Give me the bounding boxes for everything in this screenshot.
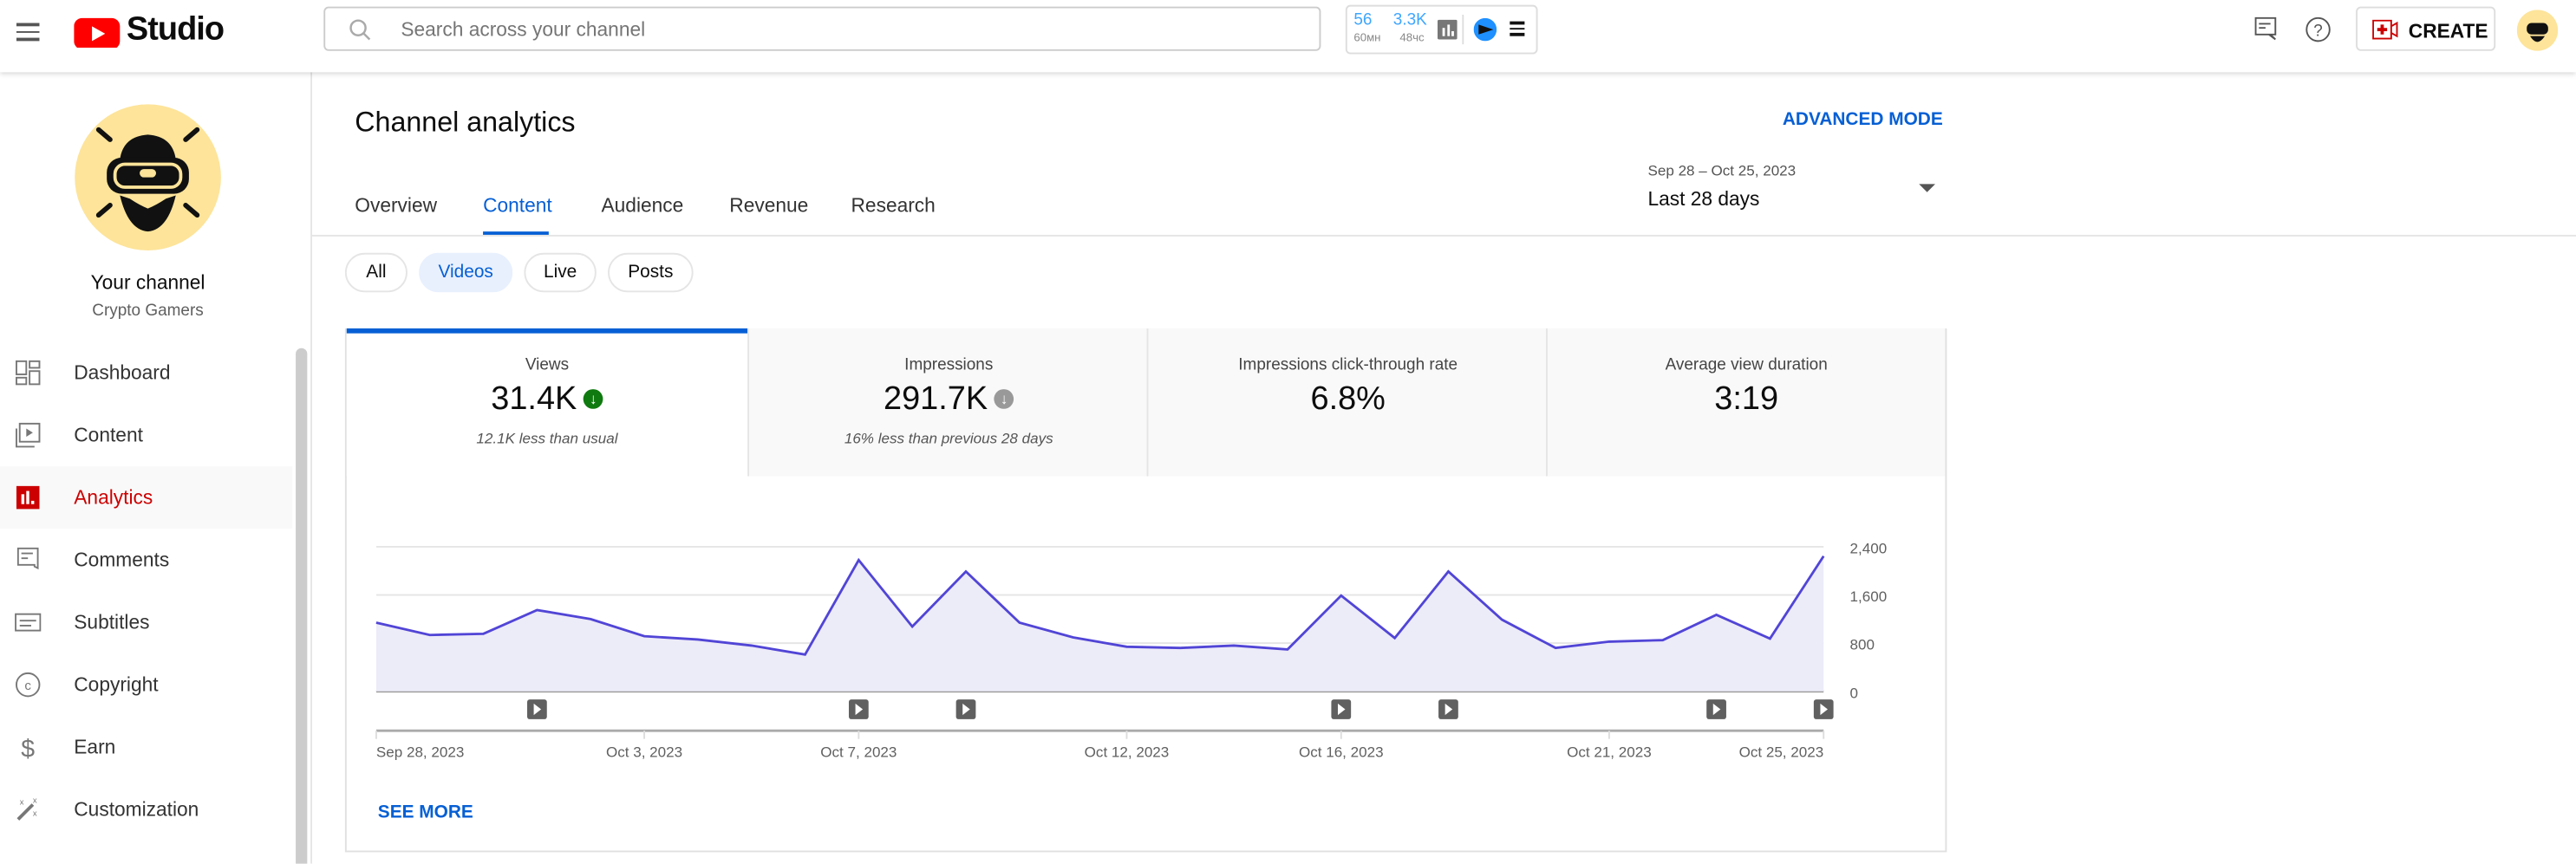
x-tick-label: Oct 21, 2023 bbox=[1567, 744, 1652, 761]
ext-stat2-value: 3.3K bbox=[1393, 11, 1427, 29]
y-tick-label: 1,600 bbox=[1850, 588, 1888, 605]
studio-logo[interactable]: Studio bbox=[74, 15, 205, 55]
search-input[interactable] bbox=[398, 16, 1292, 42]
vidiq-logo-icon[interactable] bbox=[1474, 18, 1497, 42]
create-video-icon bbox=[2372, 20, 2398, 40]
ext-stat1-label: 60мн bbox=[1353, 33, 1380, 44]
feedback-icon[interactable] bbox=[2254, 16, 2278, 42]
y-tick-label: 800 bbox=[1850, 637, 1875, 653]
top-header: Studio 56 60мн 3.3K 48чс ? CREATE bbox=[0, 0, 2576, 72]
ext-stat1-value: 56 bbox=[1353, 11, 1372, 29]
search-icon bbox=[349, 18, 372, 42]
svg-text:?: ? bbox=[2313, 23, 2323, 41]
ext-stat2-label: 48чс bbox=[1399, 33, 1424, 44]
menu-icon[interactable] bbox=[16, 18, 40, 45]
views-area bbox=[376, 556, 1823, 692]
x-tick-label: Oct 3, 2023 bbox=[606, 744, 682, 761]
create-button[interactable]: CREATE bbox=[2356, 7, 2495, 51]
y-tick-label: 0 bbox=[1850, 685, 1858, 701]
create-label: CREATE bbox=[2409, 20, 2488, 43]
y-tick-label: 2,400 bbox=[1850, 541, 1888, 557]
logo-text: Studio bbox=[127, 11, 224, 49]
x-tick-label: Sep 28, 2023 bbox=[376, 744, 464, 761]
ext-menu-icon[interactable] bbox=[1510, 18, 1524, 39]
x-tick-label: Oct 16, 2023 bbox=[1299, 744, 1384, 761]
chart-icon[interactable] bbox=[1438, 20, 1458, 40]
see-more-button[interactable]: SEE MORE bbox=[378, 803, 473, 823]
x-tick-label: Oct 7, 2023 bbox=[820, 744, 897, 761]
help-icon[interactable]: ? bbox=[2305, 16, 2331, 42]
x-tick-label: Oct 12, 2023 bbox=[1085, 744, 1170, 761]
x-tick-label: Oct 25, 2023 bbox=[1739, 744, 1824, 761]
account-avatar[interactable] bbox=[2517, 10, 2558, 50]
search-box[interactable] bbox=[323, 7, 1321, 51]
extension-widget[interactable]: 56 60мн 3.3K 48чс bbox=[1346, 5, 1538, 55]
